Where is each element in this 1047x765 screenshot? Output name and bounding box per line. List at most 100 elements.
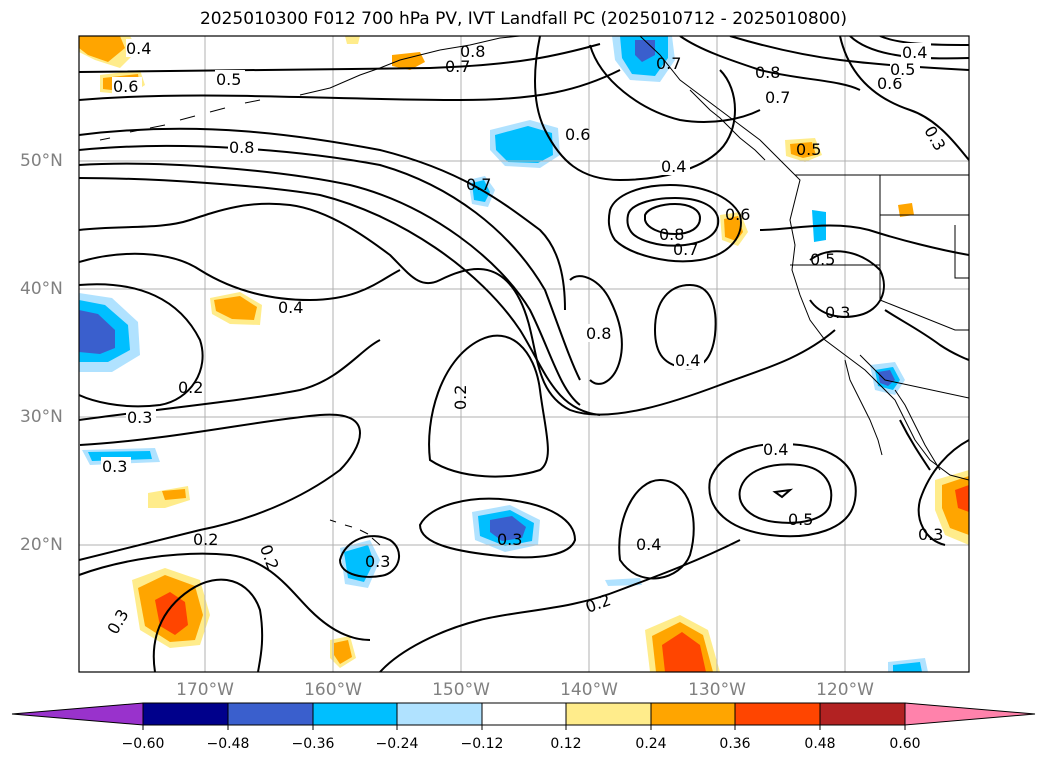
colorbar: [11, 702, 1036, 730]
lon-label: 130°W: [688, 680, 746, 700]
colorbar-tick-label: −0.24: [375, 736, 419, 752]
state-border: [879, 175, 969, 216]
contour-label: 0.8: [586, 324, 611, 343]
contour-line: [152, 578, 264, 672]
contour-label: 0.3: [825, 303, 850, 322]
fill-patch: [495, 126, 553, 163]
contour-line: [772, 488, 794, 499]
coastlines: [99, 36, 969, 546]
contour-label: 0.6: [725, 205, 750, 224]
contour-label: 0.5: [810, 250, 835, 269]
contour-label: 0.5: [216, 70, 241, 89]
contour-line: [809, 250, 885, 318]
contour-line: [79, 552, 371, 641]
contour-line: [79, 127, 566, 311]
fill-patch: [79, 310, 115, 354]
colorbar-tick-label: 0.24: [635, 736, 667, 752]
contour-line: [679, 36, 861, 91]
contour-line: [839, 36, 969, 161]
fill-patch: [878, 370, 895, 386]
colorbar-bin: [227, 702, 314, 726]
contour-line: [379, 539, 741, 672]
lat-label: 50°N: [20, 151, 63, 171]
contour-line: [79, 69, 621, 102]
fill-patch: [334, 640, 352, 664]
contour-line: [626, 196, 720, 247]
contour-label: 0.4: [675, 351, 700, 370]
colorbar-bin: [565, 702, 652, 726]
colorbar-tick-label: 0.48: [804, 736, 836, 752]
fill-patch: [898, 203, 914, 217]
lat-label: 20°N: [20, 535, 63, 555]
contour-label: 0.7: [656, 54, 681, 73]
contour-label: 0.7: [765, 88, 790, 107]
pv-anomaly-fills: [79, 36, 969, 672]
colorbar-bin: [396, 702, 483, 726]
fill-patch: [490, 516, 526, 541]
contour-label: 0.5: [788, 510, 813, 529]
contour-label: 0.4: [278, 298, 303, 317]
contour-label: 0.8: [755, 63, 780, 82]
map-title: 2025010300 F012 700 hPa PV, IVT Landfall…: [199, 9, 847, 29]
fill-patch: [605, 578, 642, 586]
contour-line: [759, 224, 969, 256]
lon-label: 140°W: [560, 680, 618, 700]
contour-label: 0.2: [178, 378, 203, 397]
colorbar-tick-label: −0.36: [291, 736, 335, 752]
contour-line: [849, 36, 969, 60]
contour-label: 0.4: [902, 43, 927, 62]
contour-label: 0.6: [565, 125, 590, 144]
contour-label: 0.2: [193, 530, 218, 549]
lon-label: 160°W: [304, 680, 362, 700]
coastline-north-america: [639, 36, 969, 481]
contour-line: [79, 162, 581, 406]
fill-patch: [662, 632, 706, 672]
fill-patch: [955, 485, 969, 512]
contour-label: 0.7: [673, 240, 698, 259]
colorbar-tick-label: 0.12: [550, 736, 582, 752]
fill-patch: [893, 662, 922, 672]
lon-label: 170°W: [176, 680, 234, 700]
fill-patch: [214, 296, 257, 320]
contour-line: [79, 283, 204, 408]
colorbar-bin: [481, 702, 567, 726]
contour-line: [884, 309, 969, 361]
fill-patch: [345, 36, 360, 44]
map-frame: [78, 35, 970, 673]
coastline-southeast-alaska: [689, 89, 766, 161]
contour-label: 0.7: [445, 57, 470, 76]
contour-labels: 0.4 0.6 0.5 0.7 0.8 0.8 0.6 0.7 0.4 0.7 …: [101, 39, 950, 638]
contour-line: [899, 419, 931, 471]
colorbar-bin: [819, 702, 906, 726]
colorbar-bin: [312, 702, 398, 726]
lon-label: 120°W: [816, 680, 874, 700]
contour-label: 0.8: [659, 225, 684, 244]
contour-label: 0.4: [126, 39, 151, 58]
contour-label: 0.3: [918, 525, 943, 544]
lat-label: 40°N: [20, 279, 63, 299]
lon-label: 150°W: [432, 680, 490, 700]
fill-patch: [162, 489, 186, 500]
coastline-hawaii: [329, 519, 381, 546]
contour-line: [534, 36, 736, 182]
contour-label: 0.3: [103, 606, 132, 638]
contour-label: 0.3: [127, 408, 152, 427]
contour-label: 0.3: [497, 530, 522, 549]
fill-patch: [155, 592, 188, 635]
pv-contours: [79, 36, 969, 672]
contour-line: [738, 463, 833, 524]
contour-line: [79, 252, 401, 302]
fill-patch: [392, 52, 425, 70]
contour-line: [428, 334, 549, 478]
contour-line: [708, 442, 857, 538]
contour-line: [569, 275, 623, 385]
contour-label: 0.3: [365, 552, 390, 571]
state-border: [954, 225, 969, 279]
contour-line: [79, 144, 581, 381]
contour-label: 0.4: [636, 535, 661, 554]
contour-label: 0.4: [763, 440, 788, 459]
contour-line: [618, 478, 695, 580]
colorbar-tick-label: 0.60: [889, 736, 921, 752]
contour-line: [644, 202, 702, 236]
fill-patch: [79, 36, 125, 62]
